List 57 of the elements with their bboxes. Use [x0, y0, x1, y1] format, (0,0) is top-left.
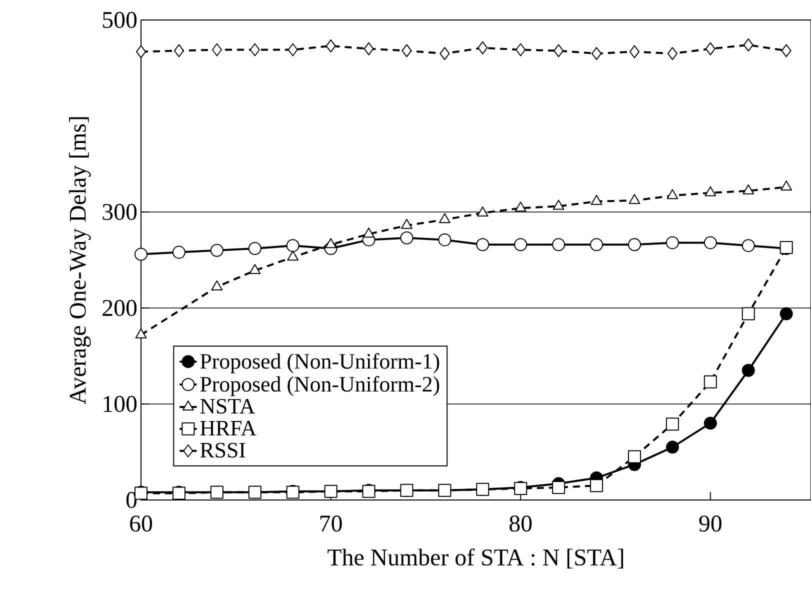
- point: [135, 328, 147, 338]
- x-tick-label: 90: [699, 516, 722, 532]
- point: [554, 44, 564, 58]
- y-tick-label: 300: [102, 204, 137, 220]
- point: [590, 194, 602, 205]
- point: [476, 206, 488, 216]
- point: [629, 45, 640, 58]
- point: [704, 186, 716, 196]
- point: [628, 450, 641, 464]
- legend-label: NSTA: [200, 398, 255, 414]
- x-tick-label: 80: [510, 516, 532, 532]
- point: [781, 44, 792, 58]
- point: [402, 44, 412, 58]
- point: [212, 43, 222, 56]
- point: [592, 47, 602, 60]
- point: [440, 47, 450, 60]
- point: [743, 38, 754, 52]
- point: [552, 481, 566, 494]
- legend-label: RSSI: [200, 442, 246, 458]
- point: [666, 189, 678, 200]
- point: [174, 44, 184, 58]
- point: [249, 264, 261, 274]
- point: [211, 280, 223, 290]
- point: [742, 184, 754, 194]
- point: [287, 250, 299, 261]
- point: [628, 194, 640, 204]
- legend-label: Proposed (Non-Uniform-1): [200, 353, 440, 374]
- point: [438, 213, 450, 224]
- point: [516, 43, 526, 56]
- x-tick-label: 60: [130, 516, 152, 532]
- point: [590, 479, 604, 492]
- point: [136, 45, 146, 58]
- point: [742, 364, 755, 377]
- legend-label: Proposed (Non-Uniform-2): [200, 376, 440, 396]
- point: [666, 440, 679, 454]
- x-tick-label: 70: [320, 516, 342, 532]
- point: [478, 41, 488, 54]
- y-tick-label: 100: [104, 396, 137, 412]
- point: [514, 202, 526, 212]
- x-axis-title: The Number of STA : N [STA]: [328, 548, 624, 569]
- point: [326, 39, 336, 52]
- point: [552, 200, 564, 210]
- point: [667, 47, 678, 60]
- point: [780, 180, 792, 191]
- y-axis-title: Average One-Way Delay [ms]: [69, 117, 91, 404]
- point: [364, 42, 374, 56]
- point: [704, 416, 717, 430]
- point: [401, 218, 412, 229]
- point: [780, 307, 793, 320]
- point: [325, 238, 337, 248]
- point: [250, 43, 260, 56]
- point: [363, 228, 374, 238]
- point: [705, 42, 716, 56]
- legend-label: HRFA: [200, 420, 256, 436]
- point: [288, 43, 298, 56]
- y-tick-label: 200: [102, 300, 137, 316]
- y-tick-label: 500: [103, 12, 137, 28]
